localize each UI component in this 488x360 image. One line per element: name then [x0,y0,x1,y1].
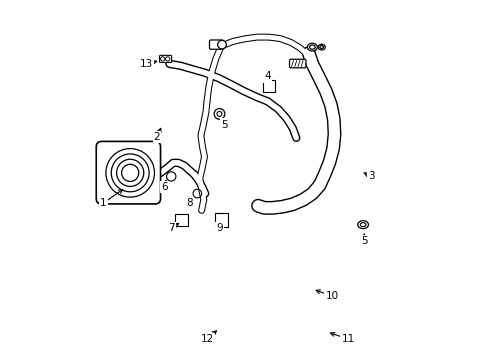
Text: 10: 10 [325,291,338,301]
FancyBboxPatch shape [289,59,305,68]
Text: 1: 1 [100,198,106,208]
Circle shape [217,40,226,49]
FancyBboxPatch shape [209,40,223,49]
Text: 7: 7 [167,223,174,233]
Text: 11: 11 [341,334,354,344]
Text: 6: 6 [161,182,167,192]
Circle shape [166,172,176,181]
Text: 8: 8 [185,198,192,208]
Ellipse shape [317,44,325,50]
FancyBboxPatch shape [159,55,171,63]
Text: 3: 3 [367,171,374,181]
FancyBboxPatch shape [263,80,274,93]
Ellipse shape [360,223,365,226]
Ellipse shape [357,221,367,229]
FancyBboxPatch shape [175,213,187,226]
Circle shape [165,57,169,61]
FancyBboxPatch shape [96,141,160,204]
Text: 12: 12 [200,334,213,344]
Ellipse shape [307,43,317,51]
Text: 13: 13 [140,59,153,69]
Text: 2: 2 [153,132,160,142]
Text: 4: 4 [264,71,270,81]
Circle shape [160,57,164,61]
Circle shape [217,111,222,116]
Text: 5: 5 [360,236,366,246]
Text: 9: 9 [216,223,223,233]
Ellipse shape [319,46,323,49]
FancyBboxPatch shape [214,213,227,227]
Text: 5: 5 [221,120,228,130]
Circle shape [214,109,224,119]
Ellipse shape [309,45,315,49]
